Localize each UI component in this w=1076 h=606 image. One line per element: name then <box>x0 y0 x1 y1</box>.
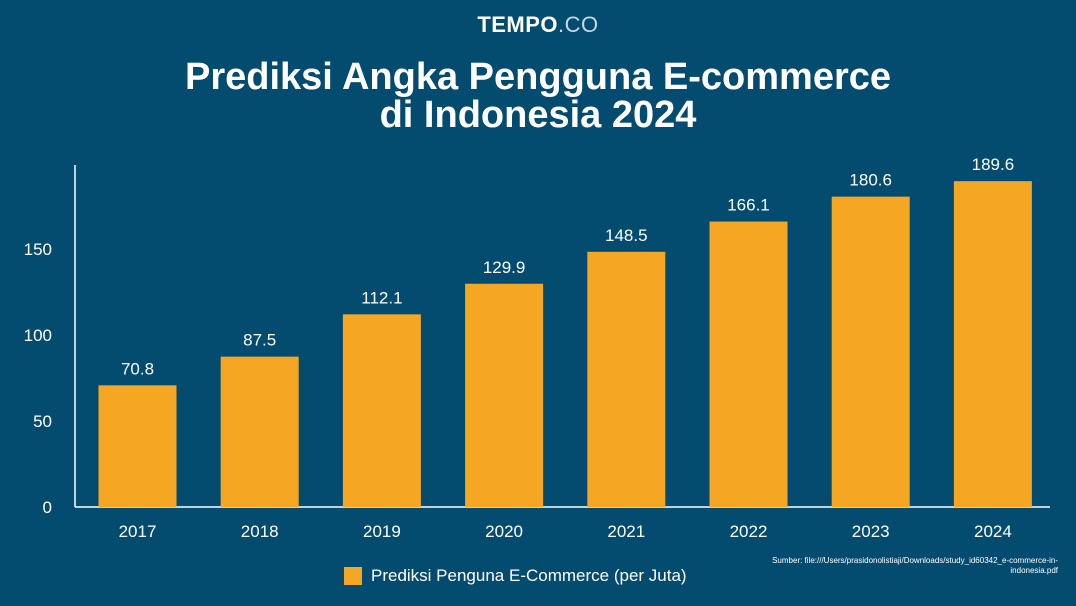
x-tick-label: 2024 <box>974 522 1012 541</box>
data-label: 180.6 <box>849 171 892 190</box>
data-label: 129.9 <box>483 258 526 277</box>
brand-main: TEMPO <box>477 12 559 37</box>
data-label: 148.5 <box>605 226 648 245</box>
legend-label: Prediksi Penguna E-Commerce (per Juta) <box>371 566 687 585</box>
x-tick-label: 2022 <box>730 522 768 541</box>
x-tick-label: 2019 <box>363 522 401 541</box>
data-label: 189.6 <box>972 155 1015 174</box>
x-tick-label: 2023 <box>852 522 890 541</box>
brand-logo: TEMPO.CO <box>0 12 1076 38</box>
y-tick-label: 150 <box>24 240 52 259</box>
data-label: 112.1 <box>361 288 402 307</box>
brand-suffix: .CO <box>558 12 599 37</box>
chart-title-line-2: di Indonesia 2024 <box>379 94 697 136</box>
bar <box>342 314 421 507</box>
legend-swatch <box>344 567 362 585</box>
x-tick-label: 2017 <box>119 522 157 541</box>
chart-legend: Prediksi Penguna E-Commerce (per Juta) <box>344 566 687 586</box>
x-tick-label: 2020 <box>485 522 523 541</box>
bar <box>98 385 177 507</box>
y-tick-label: 100 <box>24 326 52 345</box>
data-label: 166.1 <box>727 196 770 215</box>
bar <box>465 283 544 507</box>
bar <box>831 196 910 507</box>
chart-title-line-1: Prediksi Angka Pengguna E-commerce <box>184 56 892 98</box>
data-label: 87.5 <box>243 331 276 350</box>
bar <box>953 181 1032 507</box>
data-label: 70.8 <box>121 359 154 378</box>
x-tick-label: 2018 <box>241 522 279 541</box>
y-tick-label: 0 <box>43 498 52 517</box>
x-tick-label: 2021 <box>607 522 645 541</box>
bar <box>587 251 666 507</box>
source-note: Sumber: file:///Users/prasidonolistiaji/… <box>772 556 1058 575</box>
y-tick-label: 50 <box>33 412 52 431</box>
bar <box>709 221 788 508</box>
bar <box>220 356 299 507</box>
chart-title: Prediksi Angka Pengguna E-commerce di In… <box>0 58 1076 134</box>
